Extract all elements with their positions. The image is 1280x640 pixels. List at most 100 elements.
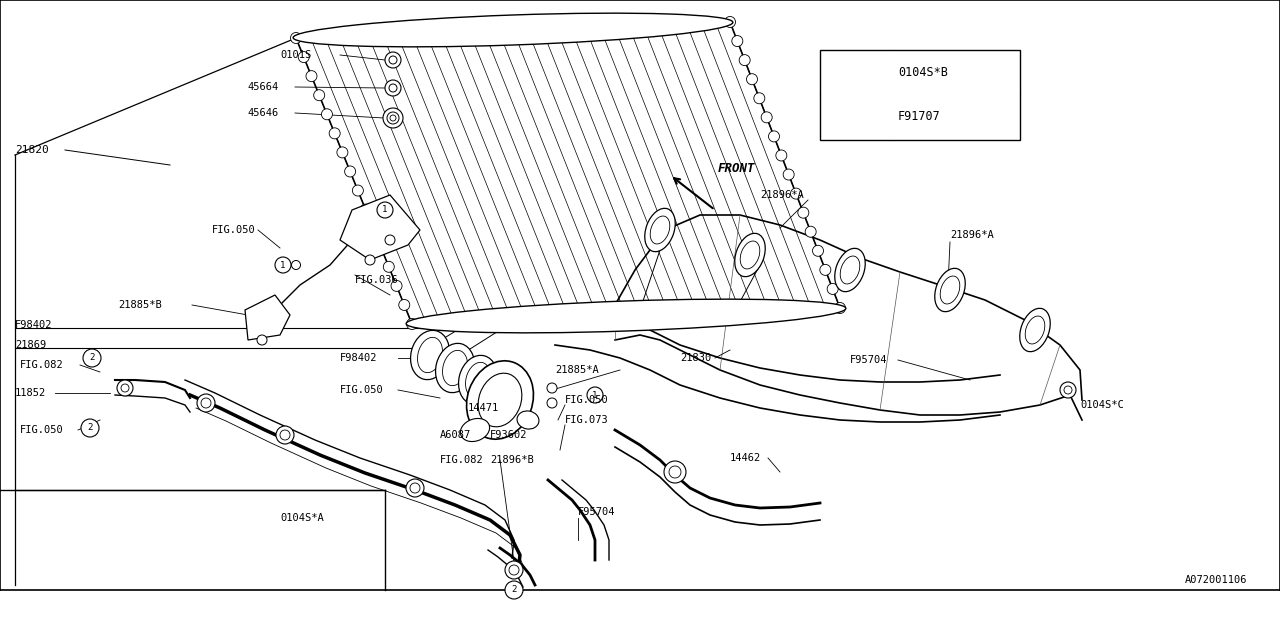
Circle shape [797,207,809,218]
Text: 0104S*C: 0104S*C [1080,400,1124,410]
Ellipse shape [1020,308,1051,351]
Ellipse shape [650,216,669,244]
Ellipse shape [406,299,846,333]
Circle shape [385,235,396,245]
Text: 21896*A: 21896*A [950,230,993,240]
Text: 1: 1 [852,67,858,77]
Circle shape [298,52,310,63]
Circle shape [306,70,317,82]
Text: F95704: F95704 [579,507,616,517]
Circle shape [813,245,823,256]
Ellipse shape [411,330,449,380]
Text: 21885*B: 21885*B [118,300,161,310]
Ellipse shape [466,362,490,397]
Ellipse shape [934,268,965,312]
Circle shape [276,426,294,444]
Text: F98402: F98402 [340,353,378,363]
Text: F93602: F93602 [490,430,527,440]
Text: 1: 1 [593,390,598,399]
Ellipse shape [735,234,765,276]
Circle shape [762,112,772,123]
Ellipse shape [417,337,443,372]
Text: 45646: 45646 [247,108,278,118]
Ellipse shape [466,361,534,439]
Text: 11852: 11852 [15,388,46,398]
Circle shape [385,80,401,96]
Circle shape [827,284,838,294]
Circle shape [383,261,394,272]
Text: 14462: 14462 [730,453,762,463]
Circle shape [337,147,348,158]
Circle shape [407,319,417,330]
Circle shape [776,150,787,161]
Ellipse shape [479,373,522,427]
Circle shape [367,223,379,234]
Circle shape [390,280,402,291]
Circle shape [1060,382,1076,398]
Text: 2: 2 [852,113,858,122]
Circle shape [291,33,302,44]
Circle shape [768,131,780,142]
Circle shape [805,226,817,237]
Polygon shape [340,195,420,260]
Circle shape [197,394,215,412]
Circle shape [292,260,301,269]
Text: F98402: F98402 [15,320,52,330]
Circle shape [329,128,340,139]
Circle shape [845,107,865,127]
Circle shape [509,565,518,575]
Circle shape [389,56,397,64]
Circle shape [378,202,393,218]
Circle shape [389,84,397,92]
Circle shape [845,62,865,82]
Circle shape [390,115,396,121]
Ellipse shape [840,256,860,284]
Text: 21830: 21830 [680,353,712,363]
Circle shape [588,387,603,403]
Circle shape [669,466,681,478]
Circle shape [383,108,403,128]
Circle shape [399,300,410,310]
Text: 21885*A: 21885*A [556,365,599,375]
Circle shape [547,398,557,408]
Text: FIG.082: FIG.082 [20,360,64,370]
Circle shape [1064,386,1073,394]
Circle shape [664,461,686,483]
Ellipse shape [740,241,760,269]
Text: FIG.050: FIG.050 [212,225,256,235]
Circle shape [314,90,325,100]
Bar [820,50,1020,140]
Text: 2: 2 [90,353,95,362]
Text: FIG.050: FIG.050 [20,425,64,435]
Text: 0104S*B: 0104S*B [899,65,948,79]
Circle shape [352,185,364,196]
Text: 0101S: 0101S [280,50,311,60]
Text: FRONT: FRONT [718,161,755,175]
Circle shape [201,398,211,408]
Text: FIG.082: FIG.082 [440,455,484,465]
Circle shape [321,109,333,120]
Ellipse shape [835,248,865,292]
Circle shape [83,349,101,367]
Circle shape [375,242,387,253]
Circle shape [360,204,371,215]
Circle shape [506,561,524,579]
Text: FIG.050: FIG.050 [340,385,384,395]
Polygon shape [244,295,291,340]
Ellipse shape [517,411,539,429]
Circle shape [506,581,524,599]
Circle shape [547,383,557,393]
Circle shape [387,112,399,124]
Ellipse shape [443,350,467,386]
Circle shape [81,419,99,437]
Circle shape [385,52,401,68]
Ellipse shape [435,343,475,393]
Text: 0104S*A: 0104S*A [280,513,324,523]
Ellipse shape [1025,316,1044,344]
Text: 1: 1 [383,205,388,214]
Text: F91707: F91707 [899,111,941,124]
Ellipse shape [458,355,498,404]
Text: 21896*B: 21896*B [490,455,534,465]
Text: 21896*A: 21896*A [760,190,804,200]
Circle shape [365,255,375,265]
